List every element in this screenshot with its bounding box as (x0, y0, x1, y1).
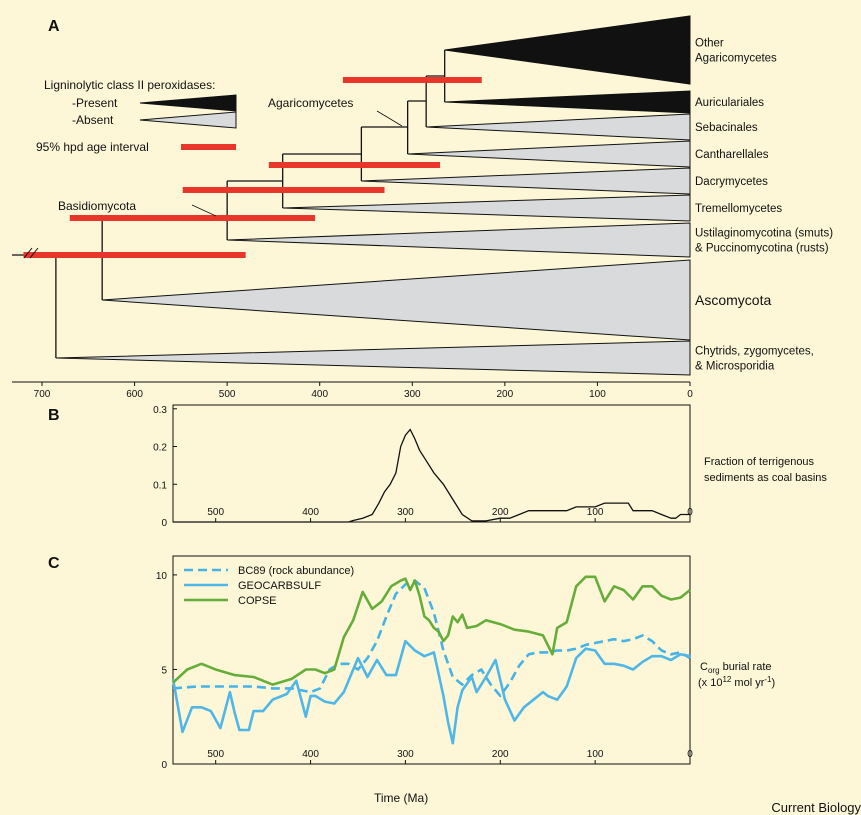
panel-c-letter: C (48, 555, 60, 572)
y-tick-label: 5 (161, 665, 167, 676)
clade-triangle (361, 167, 691, 195)
agaricomycetes-node-label: Agaricomycetes (268, 96, 353, 110)
clade-triangle (102, 259, 691, 341)
panel-b-frame (172, 404, 691, 523)
panel-a-tick-label: 200 (497, 389, 514, 400)
y-tick-label: 0.3 (153, 405, 167, 416)
y-tick-label: 0.2 (153, 443, 167, 454)
panel-c-axes: 500 400 300 200 100 0 0 5 10 (156, 571, 693, 771)
panel-c-legend: BC89 (rock abundance) GEOCARBSULF COPSE (184, 565, 354, 607)
x-tick-label: 500 (207, 749, 224, 760)
legend-title: Ligninolytic class II peroxidases: (44, 78, 215, 92)
legend-present-label: -Present (72, 96, 118, 110)
panel-a-tick-label: 700 (34, 389, 51, 400)
legend-present-triangle (139, 94, 237, 112)
clade-label: Ustilaginomycotina (smuts) & Puccinomycot… (695, 228, 833, 255)
panel-c-ylabel-line1: Corg burial rate (700, 661, 772, 675)
hpd-bar (268, 162, 441, 168)
x-tick-label: 200 (492, 507, 509, 518)
clade-triangle (426, 113, 691, 141)
hpd-bar (342, 77, 482, 83)
clade-triangle (444, 90, 691, 114)
hpd-bar (182, 187, 385, 193)
panel-a-tick-label: 100 (589, 389, 606, 400)
clade-triangle (55, 340, 691, 376)
basidiomycota-pointer (191, 204, 217, 217)
panel-b-ylabel-line2: sediments as coal basins (704, 472, 827, 484)
panel-c-burial-chart: C 500 400 300 200 100 0 0 5 10 BC89 (rock abunda… (48, 555, 775, 805)
panel-b-letter: B (48, 407, 60, 424)
panel-a-tick-label: 600 (126, 389, 143, 400)
panel-a-phylogeny: A Other Agaricomycetes Auriculariales Sebac… (12, 15, 833, 400)
panel-a-x-axis: 700 600 500 400 300 200 100 0 (12, 381, 693, 400)
hpd-bar (69, 215, 316, 221)
x-tick-label: 100 (587, 749, 604, 760)
panel-c-ylabel-line2: (x 1012 mol yr-1) (698, 675, 775, 689)
clade-label: Auriculariales (695, 97, 764, 109)
y-tick-label: 0 (161, 760, 167, 771)
panel-b-ylabel-line1: Fraction of terrigenous (704, 456, 815, 468)
series-line-geocarbsulf (171, 639, 691, 745)
panel-c-series (171, 575, 691, 745)
legend-absent-triangle (139, 111, 237, 129)
x-tick-label: 200 (492, 749, 509, 760)
hpd-intervals (23, 77, 482, 258)
clade-labels: Other Agaricomycetes Auriculariales Sebacin… (695, 38, 833, 373)
clade-triangles (55, 15, 691, 376)
legend-entry: BC89 (rock abundance) (238, 565, 354, 577)
clade-label: Ascomycota (695, 292, 771, 308)
clade-triangle (227, 222, 691, 258)
clade-label: Dacrymycetes (695, 176, 768, 188)
clade-label: Other Agaricomycetes (695, 38, 777, 65)
legend-entry: COPSE (238, 595, 277, 607)
clade-triangle (282, 194, 691, 222)
clade-label: Cantharellales (695, 149, 769, 161)
panel-a-letter: A (48, 18, 60, 35)
x-tick-label: 500 (207, 507, 224, 518)
y-tick-label: 10 (156, 571, 168, 582)
axis-break-mark (23, 247, 33, 259)
clade-label: Sebacinales (695, 122, 758, 134)
legend-hpd-bar (181, 144, 236, 150)
panel-c-frame (172, 555, 691, 765)
x-tick-label: 300 (397, 507, 414, 518)
legend-absent-label: -Absent (72, 113, 114, 127)
clade-triangle (444, 15, 691, 85)
x-tick-label: 0 (687, 507, 693, 518)
clade-label: Chytrids, zygomycetes, & Microsporidia (695, 346, 814, 373)
hpd-bar (23, 252, 246, 258)
x-tick-label: 400 (302, 749, 319, 760)
x-tick-label: 400 (302, 507, 319, 518)
x-tick-label: 0 (687, 749, 693, 760)
y-tick-label: 0.1 (153, 480, 167, 491)
lignin-legend: Ligninolytic class II peroxidases: -Pres… (36, 78, 237, 154)
panel-b-axes: 500 400 300 200 100 0 0 0.1 0.2 0.3 (153, 405, 693, 529)
x-tick-label: 100 (587, 507, 604, 518)
x-tick-label: 300 (397, 749, 414, 760)
panel-a-tick-label: 0 (687, 389, 693, 400)
panel-c-xlabel: Time (Ma) (374, 791, 428, 805)
series-line-copse (172, 575, 691, 686)
panel-a-tick-label: 300 (404, 389, 421, 400)
legend-hpd-label: 95% hpd age interval (36, 140, 149, 154)
basidiomycota-node-label: Basidiomycota (58, 199, 136, 213)
y-tick-label: 0 (161, 518, 167, 529)
agaricomycetes-pointer (376, 110, 403, 127)
legend-entry: GEOCARBSULF (238, 580, 321, 592)
clade-label: Tremellomycetes (695, 203, 782, 215)
series-line-bc89 (172, 579, 691, 698)
journal-credit: Current Biology (771, 800, 861, 815)
panel-b-coal-chart: B 500 400 300 200 100 0 0 0.1 0.2 0.3 Fraction of… (48, 404, 827, 529)
axis-break-mark (29, 247, 39, 259)
panel-a-tick-label: 400 (311, 389, 328, 400)
clade-triangle (407, 140, 691, 168)
panel-a-tick-label: 500 (219, 389, 236, 400)
coal-fraction-line (173, 428, 690, 523)
